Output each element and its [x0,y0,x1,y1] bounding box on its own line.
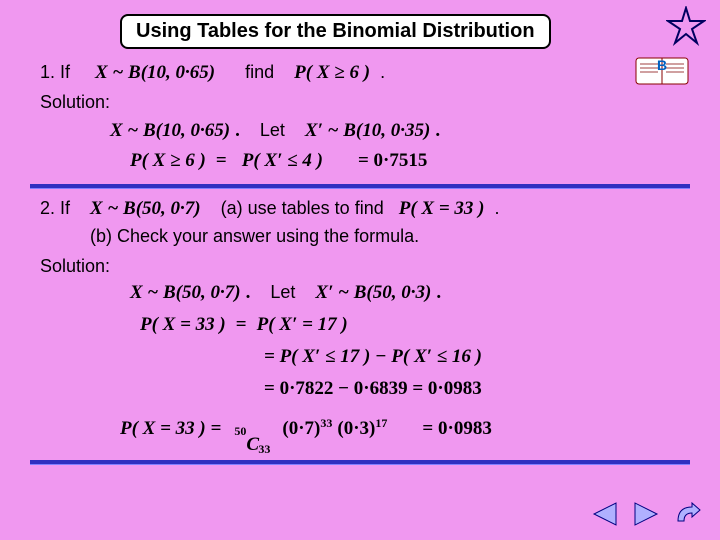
q1-find: find [245,62,274,82]
title-box: Using Tables for the Binomial Distributi… [120,14,551,49]
q2sol-setup: X ~ B(50, 0·7) . Let X′ ~ B(50, 0·3) . [130,282,441,304]
q1sol-result: P( X ≥ 6 ) = P( X′ ≤ 4 ) = 0·7515 [130,150,427,172]
q2sol-dist: X ~ B(50, 0·7) [130,282,241,303]
q2sol-line1: P( X = 33 ) = P( X′ = 17 ) [140,314,348,336]
q2-dot: . [495,198,500,218]
let-label-1: Let [260,120,285,140]
q1-dist: X ~ B(10, 0·65) [95,62,215,83]
q2-prefix: 2. If [40,198,70,218]
title-text: Using Tables for the Binomial Distributi… [136,20,535,42]
q1-prefix: 1. If [40,62,70,82]
q2sol-line4: P( X = 33 ) = 50 C 33 (0·7)33 (0·3)17 = … [120,416,492,440]
star-icon [666,6,706,51]
q1sol-dist: X ~ B(10, 0·65) [110,120,230,141]
q1-dot: . [380,62,385,82]
q1sol-xprime: X′ ~ B(10, 0·35) [305,120,430,141]
divider-1 [30,184,690,189]
solution-label-2: Solution: [40,256,110,277]
divider-2 [30,460,690,465]
q1-line: 1. If X ~ B(10, 0·65) find P( X ≥ 6 ) . [40,62,385,84]
q2-line: 2. If X ~ B(50, 0·7) (a) use tables to f… [40,198,500,220]
next-icon[interactable] [625,511,666,531]
q1sol-rhs1: P( X′ ≤ 4 ) [242,150,323,171]
q1sol-lhs: P( X ≥ 6 ) [130,150,206,171]
q2sol-line3: = 0·7822 − 0·6839 = 0·0983 [264,378,482,400]
q2sol-line2: = P( X′ ≤ 17 ) − P( X′ ≤ 16 ) [264,346,482,368]
prev-icon[interactable] [584,511,625,531]
q2-parta: (a) use tables to find [221,198,384,218]
svg-text:B: B [657,57,667,73]
let-label-2: Let [270,282,295,302]
q1-target: P( X ≥ 6 ) [294,62,370,83]
q2-target: P( X = 33 ) [399,198,485,219]
q2-partb: (b) Check your answer using the formula. [90,226,419,247]
solution-label-1: Solution: [40,92,110,113]
book-icon: B [634,48,690,93]
return-icon[interactable] [666,511,702,531]
q2-dist: X ~ B(50, 0·7) [90,198,201,219]
q1sol-setup: X ~ B(10, 0·65) . Let X′ ~ B(10, 0·35) . [110,120,440,142]
nav-controls [584,501,702,532]
q1sol-rhs2: = 0·7515 [358,150,427,171]
q2sol-xprime: X′ ~ B(50, 0·3) [315,282,431,303]
